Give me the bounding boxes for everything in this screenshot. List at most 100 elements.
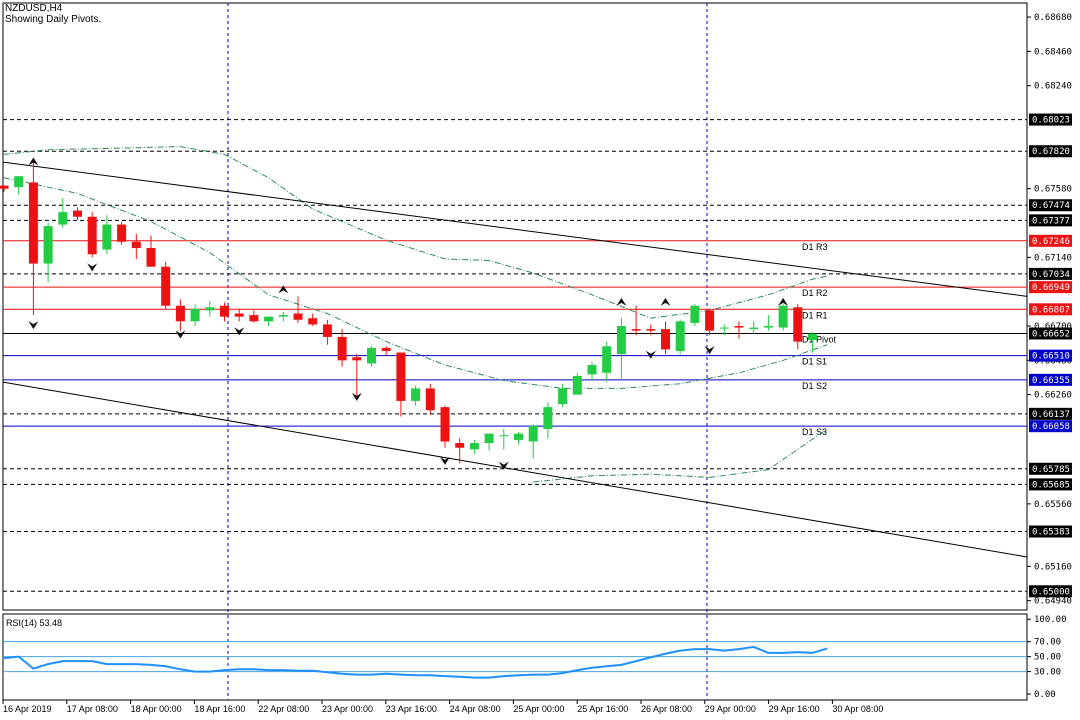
candle-body[interactable] [793, 307, 803, 342]
candle-body[interactable] [425, 388, 435, 411]
candle-body[interactable] [352, 357, 362, 361]
price-tag-label: 0.66137 [1032, 410, 1070, 420]
candle-body[interactable] [455, 443, 465, 448]
candle-body[interactable] [499, 435, 509, 437]
pivot-label: D1 R1 [802, 310, 828, 320]
candle-body[interactable] [675, 321, 685, 351]
pivot-indicator-label: Showing Daily Pivots. [5, 14, 102, 25]
y-tick-label: 0.68460 [1034, 47, 1072, 57]
candle-body[interactable] [367, 347, 376, 364]
candle-body[interactable] [337, 336, 347, 361]
rsi-tick-label: 70.00 [1034, 638, 1061, 648]
candle-body[interactable] [440, 407, 450, 442]
fractal-up-arrow [778, 297, 789, 306]
rsi-line [3, 645, 828, 679]
price-tag [1029, 234, 1072, 247]
price-tag [1029, 420, 1072, 433]
price-tag [1029, 478, 1072, 491]
price-tag [1029, 303, 1072, 316]
candle-body[interactable] [73, 210, 82, 217]
y-tick-label: 0.67140 [1034, 253, 1072, 263]
candle-body[interactable] [558, 388, 568, 405]
price-tag [1029, 349, 1072, 362]
candle-body[interactable] [43, 226, 53, 264]
x-tick-label: 29 Apr 00:00 [705, 704, 756, 714]
candle-body[interactable] [616, 326, 626, 355]
candle-body[interactable] [234, 313, 244, 317]
candle-body[interactable] [161, 266, 171, 306]
candle-body[interactable] [293, 313, 303, 320]
candle-body[interactable] [705, 310, 715, 331]
candle-body[interactable] [763, 326, 773, 328]
x-tick-label: 23 Apr 00:00 [322, 704, 373, 714]
pivot-label: D1 S2 [802, 381, 827, 391]
price-tag-label: 0.67246 [1032, 237, 1070, 247]
fractal-down-arrow [704, 346, 715, 355]
x-tick-label: 24 Apr 08:00 [450, 704, 501, 714]
chart-symbol-label: NZDUSD,H4 [5, 3, 63, 14]
rsi-tick-label: 50.00 [1034, 653, 1061, 663]
candle-body[interactable] [396, 352, 406, 401]
candle-body[interactable] [220, 305, 229, 317]
candle-body[interactable] [87, 216, 97, 255]
candle-body[interactable] [749, 327, 759, 330]
fractal-down-arrow [234, 327, 245, 336]
trend-line [2, 381, 1028, 558]
price-tag-label: 0.67377 [1032, 216, 1070, 226]
candle-body[interactable] [190, 308, 200, 322]
candle-body[interactable] [778, 305, 788, 328]
candle-body[interactable] [543, 407, 553, 429]
price-tag [1029, 199, 1072, 212]
main-panel-frame [2, 2, 1028, 611]
candle-body[interactable] [808, 333, 817, 341]
candle-body[interactable] [469, 443, 479, 450]
candle-body[interactable] [58, 212, 68, 225]
candle-body[interactable] [528, 425, 538, 442]
candle-body[interactable] [308, 318, 318, 325]
pivot-label: D1 S3 [802, 427, 827, 437]
candle-body[interactable] [249, 315, 259, 322]
candle-body[interactable] [131, 241, 141, 248]
candle-body[interactable] [646, 329, 656, 331]
candle-body[interactable] [514, 433, 523, 440]
price-tag-label: 0.68023 [1032, 116, 1070, 126]
candle-body[interactable] [381, 347, 391, 351]
fractal-up-arrow [278, 285, 289, 294]
candle-body[interactable] [0, 185, 9, 189]
price-tag [1029, 267, 1072, 280]
candle-body[interactable] [587, 365, 597, 375]
price-tag [1029, 407, 1072, 420]
candle-body[interactable] [14, 176, 24, 188]
price-tag-label: 0.67820 [1032, 147, 1070, 157]
price-tag-label: 0.66652 [1032, 329, 1070, 339]
candle-body[interactable] [484, 433, 494, 444]
candle-body[interactable] [719, 327, 729, 329]
candle-body[interactable] [102, 224, 112, 250]
candle-body[interactable] [28, 182, 38, 264]
pivot-label: D1 R2 [802, 288, 828, 298]
trend-line [2, 161, 1028, 297]
candle-body[interactable] [734, 326, 744, 328]
candle-body[interactable] [117, 224, 127, 242]
candle-body[interactable] [572, 375, 582, 395]
candle-body[interactable] [602, 346, 612, 373]
price-tag-label: 0.65000 [1032, 587, 1070, 597]
candle-body[interactable] [175, 305, 185, 322]
price-tag-label: 0.66949 [1032, 283, 1070, 293]
y-tick-label: 0.68240 [1034, 82, 1072, 92]
candle-body[interactable] [278, 315, 288, 317]
candle-body[interactable] [661, 329, 670, 350]
candle-body[interactable] [264, 316, 274, 322]
fractal-up-arrow [660, 297, 671, 306]
candle-body[interactable] [411, 388, 421, 401]
candle-body[interactable] [690, 305, 700, 323]
candle-body[interactable] [146, 247, 156, 267]
candle-body[interactable] [322, 324, 332, 337]
price-tag [1029, 113, 1072, 126]
candle-body[interactable] [631, 329, 641, 331]
rsi-title: RSI(14) 53.48 [6, 618, 62, 628]
fractal-up-arrow [28, 157, 39, 166]
candle-body[interactable] [205, 307, 215, 311]
x-tick-label: 23 Apr 16:00 [386, 704, 437, 714]
